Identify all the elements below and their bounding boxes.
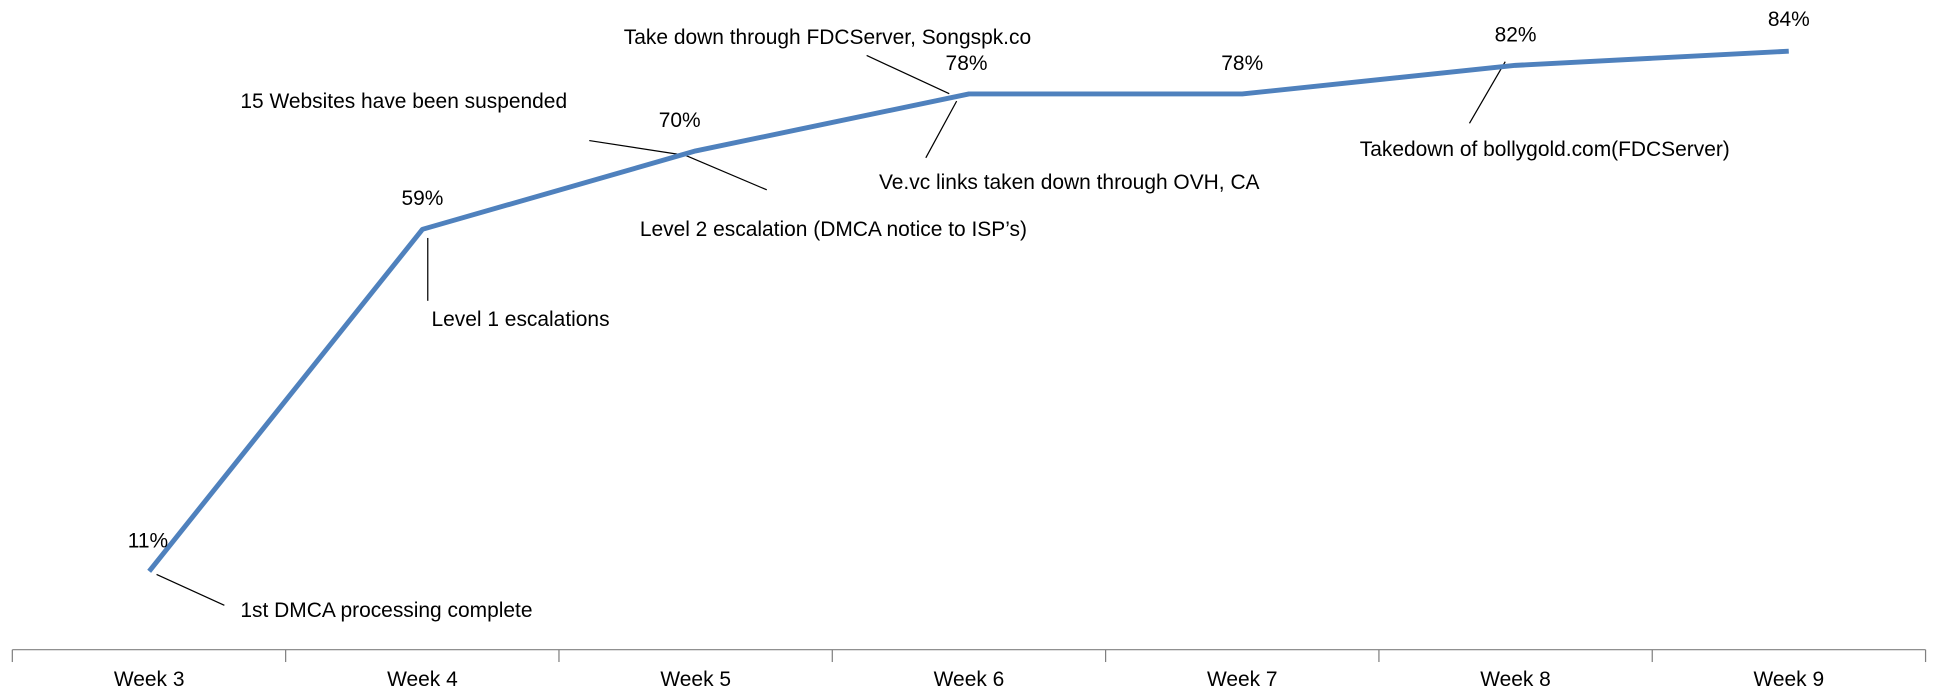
data-label: 59% xyxy=(401,187,443,210)
data-label: 84% xyxy=(1768,8,1810,31)
x-tick-label: Week 9 xyxy=(1753,668,1824,691)
x-tick-label: Week 4 xyxy=(387,668,458,691)
data-line xyxy=(147,48,1789,573)
leader-line xyxy=(156,573,225,606)
x-tick-label: Week 5 xyxy=(660,668,731,691)
data-label: 82% xyxy=(1495,23,1537,46)
annotation: 1st DMCA processing complete xyxy=(240,599,532,622)
data-label: 78% xyxy=(1221,52,1263,75)
x-tick-label: Week 3 xyxy=(114,668,185,691)
leader-line xyxy=(925,100,958,159)
leader-line xyxy=(1468,61,1506,124)
leader-line xyxy=(589,139,686,156)
x-tick-label: Week 7 xyxy=(1207,668,1278,691)
leader-line xyxy=(866,54,950,95)
leaders xyxy=(156,54,1506,606)
leader-line xyxy=(685,154,768,191)
data-label: 11% xyxy=(128,529,168,552)
annotation: 15 Websites have been suspended xyxy=(240,90,567,113)
annotation: Ve.vc links taken down through OVH, CA xyxy=(879,171,1260,194)
x-tick-label: Week 8 xyxy=(1480,668,1551,691)
x-tick-label: Week 6 xyxy=(934,668,1005,691)
annotation: Level 1 escalations xyxy=(431,308,609,331)
data-label: 78% xyxy=(946,52,988,75)
annotation: Level 2 escalation (DMCA notice to ISP’s… xyxy=(640,218,1027,241)
data-label: 70% xyxy=(659,109,701,132)
annotation: Take down through FDCServer, Songspk.co xyxy=(624,26,1031,49)
annotation: Takedown of bollygold.com(FDCServer) xyxy=(1360,138,1730,161)
